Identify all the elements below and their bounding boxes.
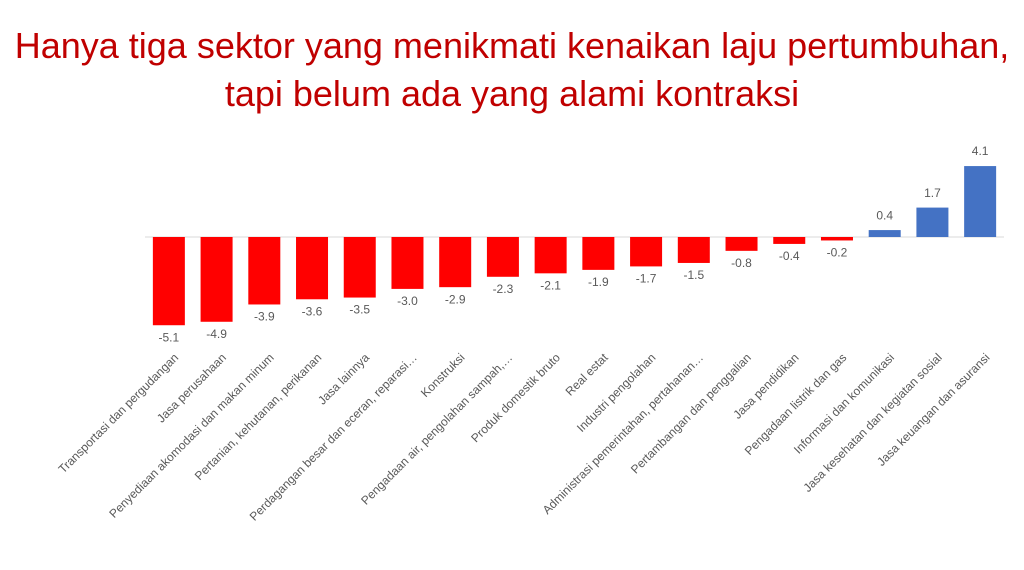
- value-label: 4.1: [972, 144, 989, 158]
- x-tick-label: Produk domestik bruto: [468, 350, 563, 445]
- bar: [200, 237, 233, 322]
- bar: [439, 237, 472, 288]
- x-tick-label: Industri pengolahan: [574, 350, 658, 434]
- value-label: -3.6: [302, 304, 323, 318]
- chart-title: Hanya tiga sektor yang menikmati kenaika…: [14, 25, 1010, 114]
- bar: [630, 237, 663, 267]
- value-label: -3.9: [254, 310, 275, 324]
- bar: [677, 237, 710, 263]
- bar: [486, 237, 519, 277]
- bar: [916, 207, 949, 237]
- bar: [391, 237, 424, 289]
- bar: [725, 237, 758, 251]
- bar: [964, 166, 997, 237]
- bar: [868, 230, 901, 237]
- value-label: -0.2: [827, 246, 848, 260]
- bar: [248, 237, 281, 305]
- value-label: -0.8: [731, 256, 752, 270]
- value-label: -1.5: [683, 268, 704, 282]
- value-label: 0.4: [876, 208, 893, 222]
- bar: [296, 237, 329, 300]
- value-label: -3.5: [349, 303, 370, 317]
- bar: [343, 237, 376, 298]
- value-label: -2.1: [540, 279, 561, 293]
- value-label: -3.0: [397, 294, 418, 308]
- bar: [582, 237, 615, 270]
- x-tick-label: Penyediaan akomodasi dan makan minum: [106, 350, 276, 520]
- bar: [773, 237, 806, 244]
- value-label: -4.9: [206, 327, 227, 341]
- bar: [820, 237, 853, 241]
- bar: [152, 237, 185, 326]
- x-tick-label: Konstruksi: [418, 350, 468, 400]
- value-label: -2.3: [493, 282, 514, 296]
- x-tick-label: Real estat: [563, 350, 612, 399]
- value-label: -5.1: [159, 330, 180, 344]
- value-label: -1.9: [588, 275, 609, 289]
- value-label: -0.4: [779, 249, 800, 263]
- value-label: -1.7: [636, 272, 657, 286]
- value-label: 1.7: [924, 186, 941, 200]
- bar: [534, 237, 567, 274]
- value-label: -2.9: [445, 292, 466, 306]
- x-tick-label: Perdagangan besar dan eceran, reparasi…: [247, 350, 420, 523]
